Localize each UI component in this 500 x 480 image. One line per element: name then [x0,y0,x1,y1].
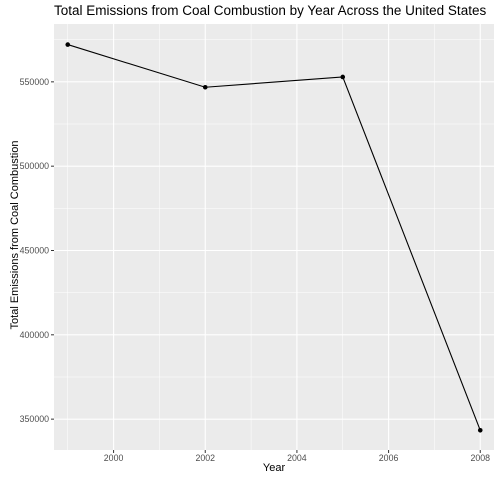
plot-panel [54,24,494,450]
x-tick-label: 2000 [104,453,124,463]
data-point [65,42,71,47]
y-axis-title: Total Emissions from Coal Combustion [9,140,21,330]
data-point [340,74,346,80]
y-tick-label: 450000 [20,245,49,255]
x-tick-label: 2008 [470,453,490,463]
x-tick-label: 2006 [379,453,399,463]
x-axis-title: Year [262,462,286,474]
series-line [67,44,481,431]
y-tick-label: 550000 [20,77,49,87]
data-point [477,427,483,433]
y-tick-label: 500000 [20,161,49,171]
chart-title: Total Emissions from Coal Combustion by … [54,3,487,18]
y-tick-label: 350000 [20,414,49,424]
data-point [202,84,208,90]
x-tick-label: 2004 [287,453,307,463]
x-tick-label: 2002 [195,453,215,463]
y-tick-label: 400000 [20,330,49,340]
